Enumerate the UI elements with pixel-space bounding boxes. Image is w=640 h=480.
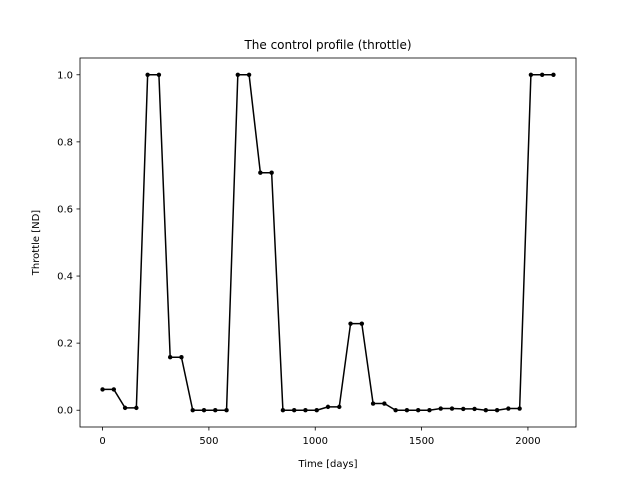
y-axis-label: Throttle [ND] [31,210,42,276]
data-point [337,404,342,410]
y-tick-label: 1.0 [57,70,73,81]
data-point [449,406,455,411]
data-point [517,406,522,411]
data-point [179,355,184,360]
data-point [291,408,297,413]
data-point [134,405,139,411]
x-tick-label: 2000 [515,436,540,447]
data-point [404,408,410,413]
data-point [438,406,443,411]
data-point [167,355,173,360]
data-point [156,72,162,77]
data-point [325,404,331,410]
data-point [348,321,353,326]
data-point [461,406,466,412]
data-point [111,387,117,392]
data-point [122,405,128,411]
data-point [190,408,195,413]
data-point [246,72,252,77]
y-tick-label: 0.0 [57,406,73,417]
data-point [224,408,229,413]
data-series [100,72,556,413]
data-point [213,408,218,413]
data-point [201,408,207,413]
x-tick-label: 1500 [409,436,434,447]
data-point [494,408,500,413]
data-point [359,321,365,326]
y-tick-label: 0.8 [57,137,73,148]
y-axis: 0.0 0.2 0.4 0.6 0.8 1.0 [57,70,80,417]
data-point [483,408,489,413]
data-point [235,72,241,77]
data-point [472,406,477,412]
x-tick-label: 500 [199,436,218,447]
y-tick-label: 0.4 [57,272,73,283]
x-axis: 0 500 1000 1500 2000 [99,427,541,447]
plot-area [80,58,576,427]
data-point [258,170,263,175]
data-point [539,72,545,77]
data-point [370,401,376,406]
data-point [100,387,105,392]
data-point [382,401,387,406]
chart-title: The control profile (throttle) [243,38,411,52]
y-tick-label: 0.2 [57,339,73,350]
data-point [528,72,534,77]
data-point [269,170,274,175]
x-tick-label: 1000 [303,436,328,447]
data-point [427,408,432,413]
data-point [393,408,398,413]
data-point [145,72,150,77]
y-tick-label: 0.6 [57,204,73,215]
data-point [314,408,319,413]
data-point [303,408,308,413]
data-point [280,408,286,413]
x-axis-label: Time [days] [297,459,357,470]
x-tick-label: 0 [99,436,105,447]
data-point [415,408,421,413]
data-point [551,72,556,77]
plot-frame [79,57,577,428]
data-point [506,406,511,411]
